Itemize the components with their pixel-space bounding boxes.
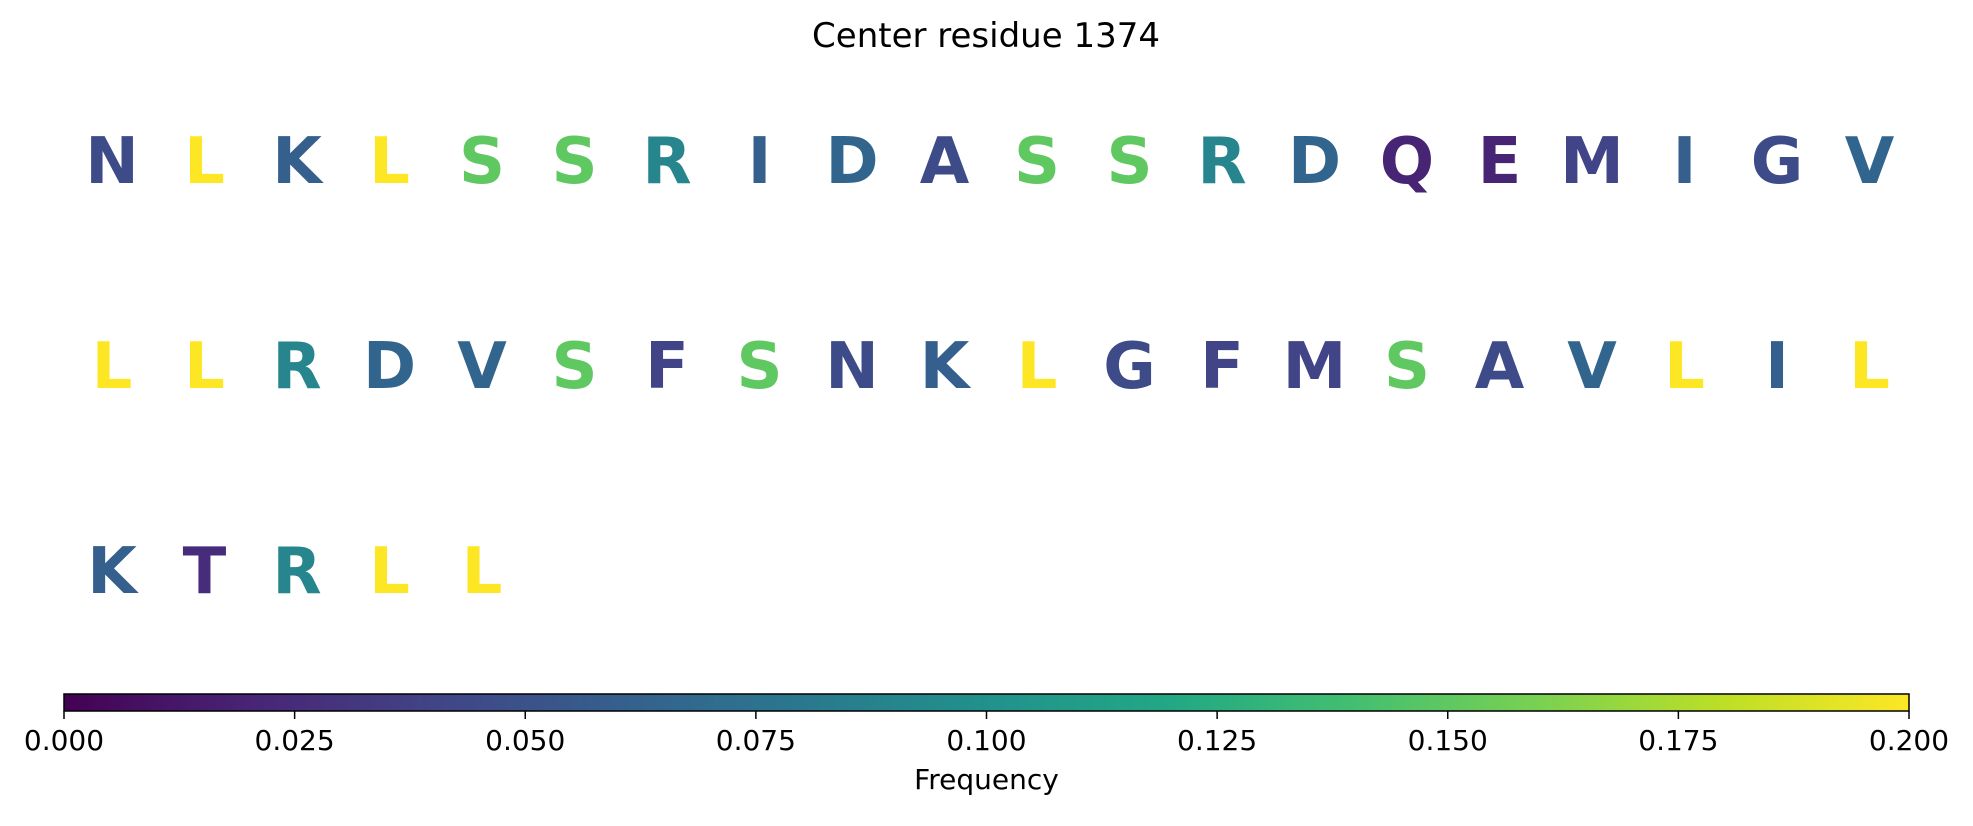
- residue-letter: K: [920, 330, 972, 404]
- residue-letter: L: [92, 330, 133, 404]
- residue-letter: S: [736, 330, 782, 404]
- colorbar-tick-label: 0.000: [24, 724, 104, 757]
- residue-letter: S: [1106, 125, 1152, 199]
- residue-letter: K: [272, 125, 324, 199]
- residue-letter: R: [272, 535, 321, 609]
- residue-letter: I: [748, 125, 772, 199]
- residue-letter: S: [1014, 125, 1060, 199]
- residue-letter: L: [1849, 330, 1890, 404]
- colorbar: 0.000 0.025 0.050 0.075 0.100 0.125 0.150 0.175…: [24, 693, 1949, 796]
- chart-title: Center residue 1374: [812, 16, 1160, 56]
- residue-letter: R: [1197, 125, 1246, 199]
- colorbar-gradient: [63, 693, 1910, 712]
- residue-letter: V: [1567, 330, 1617, 404]
- residue-letter: R: [272, 330, 321, 404]
- residue-letter: G: [1751, 125, 1804, 199]
- residue-letter: L: [184, 330, 225, 404]
- residue-letter: D: [1288, 125, 1341, 199]
- residue-letter: E: [1478, 125, 1522, 199]
- colorbar-tick-label: 0.175: [1638, 724, 1718, 757]
- residue-letter: M: [1283, 330, 1347, 404]
- residue-letter: N: [825, 330, 879, 404]
- residue-letter: L: [369, 535, 410, 609]
- residue-letter: I: [1673, 125, 1697, 199]
- colorbar-tick-label: 0.125: [1177, 724, 1257, 757]
- residue-letter: I: [1765, 330, 1789, 404]
- residue-letter: L: [1017, 330, 1058, 404]
- colorbar-tick-label: 0.100: [946, 724, 1026, 757]
- residue-letter: T: [183, 535, 227, 609]
- residue-letter: K: [87, 535, 139, 609]
- residue-letter: R: [642, 125, 691, 199]
- residue-letter: M: [1560, 125, 1624, 199]
- residue-letter: F: [1200, 330, 1244, 404]
- residue-letter: N: [85, 125, 139, 199]
- colorbar-tick-label: 0.050: [485, 724, 565, 757]
- colorbar-tick-label: 0.200: [1869, 724, 1949, 757]
- residue-letter: G: [1103, 330, 1156, 404]
- colorbar-label: Frequency: [914, 763, 1059, 796]
- residue-letter: Q: [1380, 125, 1434, 199]
- residue-letter: L: [462, 535, 503, 609]
- residue-letter: D: [825, 125, 878, 199]
- colorbar-tick-label: 0.025: [255, 724, 335, 757]
- residue-letter: D: [363, 330, 416, 404]
- residue-grid: N L K L S S R I D A S S R D Q E M I G VL L R D V S F S N K L G F M S A V L I L…: [85, 125, 1895, 609]
- residue-letter: L: [184, 125, 225, 199]
- residue-letter: S: [1384, 330, 1430, 404]
- residue-letter: S: [459, 125, 505, 199]
- colorbar-tick-label: 0.075: [716, 724, 796, 757]
- residue-letter: S: [551, 330, 597, 404]
- residue-letter: V: [1845, 125, 1895, 199]
- residue-letter: V: [457, 330, 507, 404]
- residue-letter: A: [920, 125, 970, 199]
- residue-letter: A: [1475, 330, 1525, 404]
- colorbar-tick-label: 0.150: [1408, 724, 1488, 757]
- residue-letter: S: [551, 125, 597, 199]
- residue-letter: L: [1664, 330, 1705, 404]
- residue-letter: L: [369, 125, 410, 199]
- residue-letter: F: [645, 330, 689, 404]
